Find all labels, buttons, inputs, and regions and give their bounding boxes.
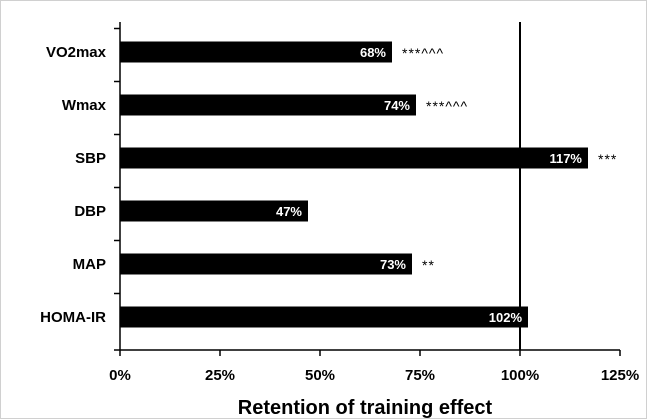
bar [120, 147, 588, 169]
category-label: MAP [73, 256, 106, 273]
x-tick-label: 25% [205, 367, 235, 384]
x-tick-label: 0% [109, 367, 131, 384]
x-tick-label: 75% [405, 367, 435, 384]
significance-label: ***^^^ [426, 98, 468, 114]
bar [120, 41, 392, 63]
category-label: HOMA-IR [40, 309, 106, 326]
significance-label: ** [422, 257, 435, 273]
category-label: SBP [75, 150, 106, 167]
bar-value-label: 47% [276, 204, 302, 219]
bar [120, 200, 308, 222]
category-label: VO2max [46, 44, 107, 61]
significance-label: *** [598, 151, 617, 167]
bar-value-label: 74% [384, 98, 410, 113]
significance-label: ***^^^ [402, 45, 444, 61]
x-tick-label: 50% [305, 367, 335, 384]
x-tick-label: 100% [501, 367, 539, 384]
bar [120, 253, 412, 275]
bar-value-label: 73% [380, 257, 406, 272]
x-axis-title: Retention of training effect [238, 397, 493, 419]
bar-value-label: 117% [549, 151, 582, 166]
bar [120, 94, 416, 116]
x-tick-label: 125% [601, 367, 639, 384]
category-label: Wmax [62, 97, 107, 114]
category-label: DBP [74, 203, 106, 220]
bar-value-label: 102% [489, 310, 523, 325]
bar-value-label: 68% [360, 45, 386, 60]
bar [120, 306, 528, 328]
